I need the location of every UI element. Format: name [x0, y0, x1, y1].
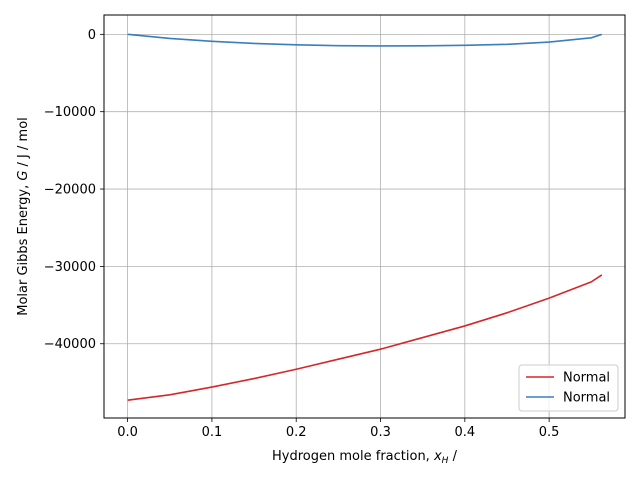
x-tick-label: 0.3	[370, 425, 391, 440]
y-tick-label: −20000	[44, 183, 96, 198]
x-tick-label: 0.5	[539, 425, 560, 440]
x-tick-label: 0.0	[117, 425, 138, 440]
axis-ticks: 0.0 0.1 0.2 0.3 0.4 0.5 0 −10000 −20000 −30000 −40…	[44, 28, 560, 440]
legend-label-series-1: Normal	[563, 371, 610, 386]
grid-lines	[104, 15, 625, 418]
y-tick-label: 0	[88, 28, 96, 43]
x-axis-label: Hydrogen mole fraction, xH /	[272, 449, 458, 466]
x-tick-label: 0.4	[454, 425, 475, 440]
x-tick-label: 0.1	[202, 425, 223, 440]
legend-label-series-2: Normal	[563, 391, 610, 406]
series-line-1	[127, 274, 603, 402]
y-tick-label: −30000	[44, 260, 96, 275]
y-tick-label: −10000	[44, 105, 96, 120]
y-tick-label: −40000	[44, 337, 96, 352]
plot-frame	[103, 14, 626, 419]
series-line-2	[127, 33, 603, 47]
y-axis-label: Molar Gibbs Energy, G / J / mol	[16, 117, 31, 316]
x-tick-label: 0.2	[286, 425, 307, 440]
series-lines	[127, 33, 603, 402]
legend: Normal Normal	[518, 364, 619, 412]
